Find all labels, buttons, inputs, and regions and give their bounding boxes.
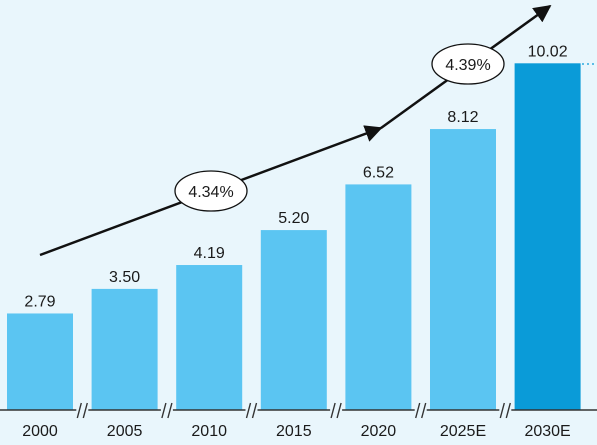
cagr-annotation-1: 4.34% — [174, 170, 248, 212]
bar-2005 — [91, 288, 158, 410]
cagr-annotation-2: 4.39% — [431, 43, 505, 85]
axis-break-mark — [245, 402, 258, 419]
bar-2015 — [260, 230, 327, 410]
axis-break-mark — [160, 402, 173, 419]
cagr-bubble — [431, 43, 505, 85]
cagr-bubble — [174, 170, 248, 212]
axis-break-mark — [330, 402, 343, 419]
cagr-label: 4.34% — [188, 184, 233, 201]
value-label-2000: 2.79 — [24, 293, 55, 310]
bar-2010 — [176, 265, 243, 410]
x-tick-label-2010: 2010 — [191, 423, 227, 440]
x-tick-label-2030e: 2030E — [524, 423, 570, 440]
value-label-2030e: 10.02 — [528, 43, 568, 60]
value-label-2020: 6.52 — [363, 164, 394, 181]
cagr-label: 4.39% — [445, 57, 490, 74]
value-label-2015: 5.20 — [278, 210, 309, 227]
bar-2020 — [345, 184, 412, 410]
bar-2030e — [514, 63, 581, 411]
x-tick-label-2005: 2005 — [107, 423, 143, 440]
x-tick-label-2025e: 2025E — [440, 423, 486, 440]
value-label-2025e: 8.12 — [447, 109, 478, 126]
x-tick-label-2015: 2015 — [276, 423, 312, 440]
axis-break-mark — [76, 402, 89, 419]
bar-2025e — [430, 129, 496, 410]
x-tick-label-2020: 2020 — [361, 423, 397, 440]
bar-2000 — [7, 313, 73, 410]
axis-break-mark — [499, 402, 512, 419]
axis-break-mark — [414, 402, 427, 419]
value-label-2005: 3.50 — [109, 269, 140, 286]
x-tick-label-2000: 2000 — [22, 423, 58, 440]
value-label-2010: 4.19 — [194, 245, 225, 262]
